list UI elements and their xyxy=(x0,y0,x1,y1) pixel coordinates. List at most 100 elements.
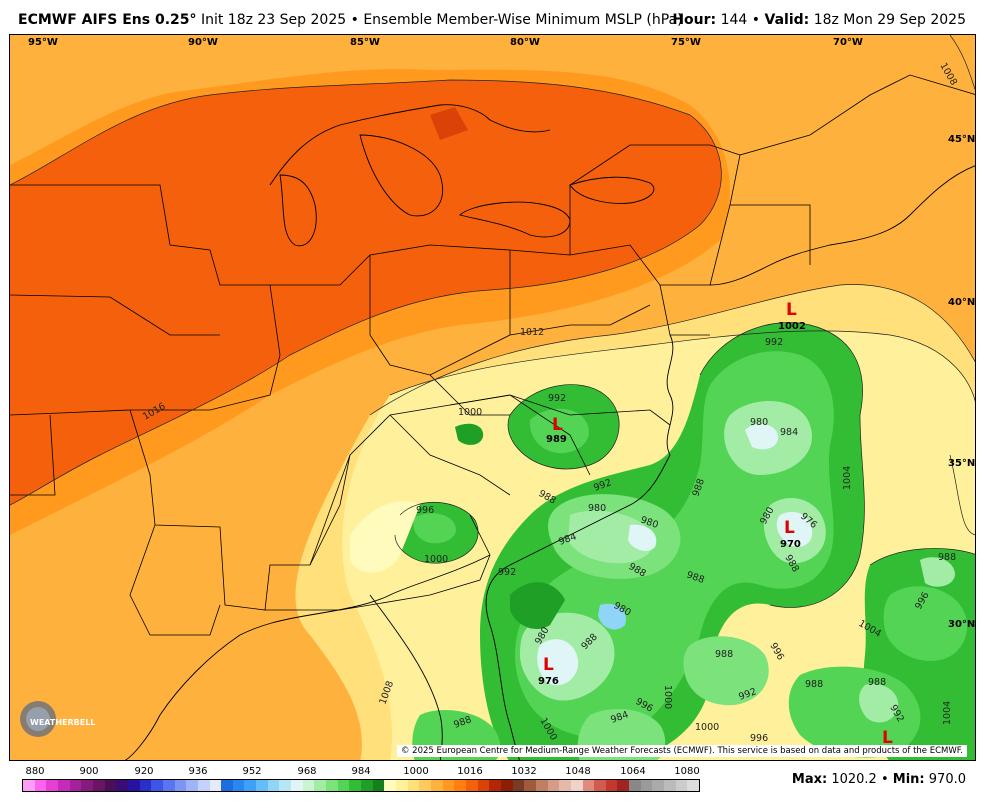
colorbar-swatch xyxy=(559,780,571,791)
colorbar-swatch xyxy=(267,780,280,791)
colorbar-swatch xyxy=(500,780,513,791)
colorbar-tick: 968 xyxy=(297,766,317,777)
colorbar-swatch xyxy=(419,780,431,791)
colorbar-swatch xyxy=(384,780,396,791)
copyright-notice: © 2025 European Centre for Medium-Range … xyxy=(396,745,967,757)
colorbar-swatch xyxy=(162,780,175,791)
colorbar-swatch xyxy=(139,780,152,791)
colorbar-swatch xyxy=(116,780,128,791)
isobar-label: 980 xyxy=(750,417,768,428)
colorbar-tick: 952 xyxy=(242,766,262,777)
map-canvas: 95°W 90°W 85°W 80°W 75°W 70°W 45°N 40°N … xyxy=(10,35,975,760)
isobar-label: 988 xyxy=(715,649,733,660)
lon-label: 75°W xyxy=(671,37,701,48)
low-symbol: L xyxy=(882,728,893,748)
colorbar-swatch xyxy=(197,780,210,791)
low-symbol: L xyxy=(552,415,563,435)
mslp-map[interactable]: 95°W 90°W 85°W 80°W 75°W 70°W 45°N 40°N … xyxy=(9,34,976,761)
logo-text: WEATHERBELL xyxy=(30,718,95,727)
colorbar-tick: 1000 xyxy=(403,766,429,777)
colorbar-tick: 1080 xyxy=(674,766,700,777)
isobar-label: 984 xyxy=(780,427,798,438)
colorbar-tick: 920 xyxy=(134,766,154,777)
model-name: ECMWF AIFS Ens 0.25 xyxy=(18,12,190,28)
low-symbol: L xyxy=(784,518,795,538)
isobar-label: 996 xyxy=(416,505,434,516)
colorbar-tick: 880 xyxy=(25,766,45,777)
isobar-label: 1000 xyxy=(424,554,448,565)
lon-label: 85°W xyxy=(350,37,380,48)
isobar-label: 980 xyxy=(588,503,606,514)
colorbar-swatch xyxy=(291,780,303,791)
isobar-label: 988 xyxy=(805,679,823,690)
colorbar-swatch xyxy=(512,780,525,791)
colorbar-swatch xyxy=(547,780,560,791)
max-value: 1020.2 xyxy=(831,772,877,787)
colorbar xyxy=(22,779,700,792)
political-boundaries xyxy=(10,74,975,636)
isobar-label: 988 xyxy=(868,677,886,688)
valid-time: Hour: 144 • Valid: 18z Mon 29 Sep 2025 xyxy=(672,12,966,28)
colorbar-swatch xyxy=(582,780,595,791)
colorbar-labels: 880 900 920 936 952 968 984 1000 1016 10… xyxy=(22,766,702,780)
valid-date: 18z Mon 29 Sep 2025 xyxy=(813,12,966,28)
colorbar-swatch xyxy=(361,780,373,791)
colorbar-swatch xyxy=(442,780,455,791)
low-centers: L 1002 L 989 L 970 L 976 L xyxy=(538,300,893,748)
lon-label: 90°W xyxy=(188,37,218,48)
colorbar-swatch xyxy=(372,780,385,791)
low-value: 976 xyxy=(538,676,559,687)
colorbar-swatch xyxy=(535,780,548,791)
coastlines xyxy=(124,104,975,760)
colorbar-swatch xyxy=(302,780,315,791)
isobar-label: 1000 xyxy=(458,407,482,418)
colorbar-tick: 1016 xyxy=(457,766,483,777)
colorbar-tick: 936 xyxy=(188,766,208,777)
colorbar-swatch xyxy=(430,780,443,791)
colorbar-swatch xyxy=(349,780,362,791)
colorbar-swatch xyxy=(186,780,198,791)
lat-label: 35°N xyxy=(948,458,975,469)
colorbar-swatch xyxy=(477,780,490,791)
map-title: ECMWF AIFS Ens 0.25° Init 18z 23 Sep 202… xyxy=(18,12,683,28)
isobar-label: 1004 xyxy=(942,701,953,725)
isobar-label: 996 xyxy=(750,733,768,744)
colorbar-swatch xyxy=(629,780,641,791)
min-value: 970.0 xyxy=(928,772,966,787)
low-value: 1002 xyxy=(778,321,806,332)
low-pressure-fields xyxy=(350,322,975,760)
isobars xyxy=(10,35,975,608)
colorbar-swatch xyxy=(232,780,245,791)
colorbar-swatch xyxy=(396,780,408,791)
lat-label: 30°N xyxy=(948,619,975,630)
colorbar-swatch xyxy=(594,780,606,791)
isobar-label: 1012 xyxy=(520,327,544,338)
colorbar-swatch xyxy=(524,780,536,791)
colorbar-swatch xyxy=(244,780,257,791)
pressure-fill-1024 xyxy=(430,107,468,140)
lat-label: 40°N xyxy=(948,297,975,308)
isobar-label: 1000 xyxy=(662,685,673,709)
colorbar-swatch xyxy=(81,780,93,791)
low-value: 970 xyxy=(780,539,801,550)
isobar-label: 992 xyxy=(765,337,783,348)
map-header: ECMWF AIFS Ens 0.25° Init 18z 23 Sep 202… xyxy=(0,0,984,34)
colorbar-swatch xyxy=(69,780,82,791)
colorbar-swatch xyxy=(570,780,583,791)
colorbar-swatch xyxy=(23,780,35,791)
graticule-labels: 95°W 90°W 85°W 80°W 75°W 70°W 45°N 40°N … xyxy=(28,37,975,630)
product-name: Ensemble Member-Wise Minimum MSLP (hPa) xyxy=(363,12,683,28)
colorbar-tick: 1064 xyxy=(620,766,646,777)
colorbar-tick: 984 xyxy=(351,766,371,777)
colorbar-swatch xyxy=(209,780,222,791)
colorbar-swatch xyxy=(151,780,163,791)
isobar-label: 988 xyxy=(938,552,956,563)
colorbar-swatch xyxy=(221,780,233,791)
isobar-label: 1000 xyxy=(695,722,719,733)
low-value: 989 xyxy=(546,434,567,445)
lon-label: 70°W xyxy=(833,37,863,48)
init-time: Init 18z 23 Sep 2025 xyxy=(200,12,347,28)
colorbar-tick: 900 xyxy=(79,766,99,777)
colorbar-swatch xyxy=(664,780,676,791)
colorbar-swatch xyxy=(326,780,338,791)
